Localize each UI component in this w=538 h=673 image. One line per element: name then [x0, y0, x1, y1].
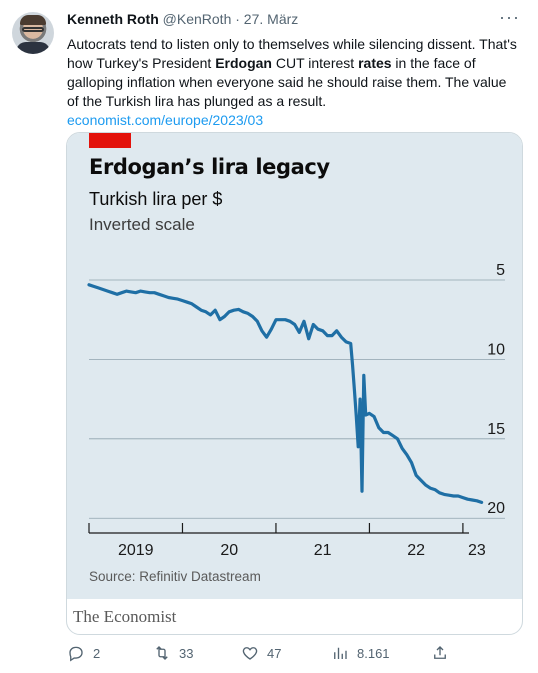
- like-count: 47: [267, 645, 282, 661]
- publisher-name: The Economist: [73, 607, 177, 626]
- retweet-count: 33: [179, 645, 194, 661]
- views-button[interactable]: 8.161: [331, 644, 390, 662]
- tweet-text-bold: Erdogan: [215, 55, 272, 71]
- tweet-date[interactable]: · 27. März: [235, 11, 299, 27]
- chart-area: Erdogan’s lira legacy Turkish lira per $…: [67, 133, 522, 599]
- link-card[interactable]: Erdogan’s lira legacy Turkish lira per $…: [66, 132, 523, 635]
- chart-note: Inverted scale: [89, 215, 195, 234]
- retweet-button[interactable]: 33: [153, 644, 193, 662]
- analytics-icon: [334, 647, 347, 659]
- tweet-text-part: CUT interest: [271, 55, 359, 71]
- more-horizontal-icon[interactable]: ···: [499, 7, 520, 27]
- like-button[interactable]: 47: [241, 644, 281, 662]
- share-button[interactable]: [431, 644, 449, 662]
- tweet-actions: 2 33 47 8.161: [67, 644, 457, 666]
- y-tick-label: 20: [487, 500, 505, 517]
- avatar-glasses: [22, 27, 44, 32]
- x-tick-label: 20: [220, 542, 238, 559]
- tweet-text-part: Autocrats tend to listen only to themsel…: [67, 36, 517, 71]
- x-tick-label: 23: [468, 542, 486, 559]
- tweet-text-part: in the face of galloping inflation when …: [67, 55, 507, 109]
- tweet-link[interactable]: economist.com/europe/2023/03: [67, 112, 264, 128]
- y-tick-label: 10: [487, 341, 505, 358]
- x-tick-label: 2019: [118, 542, 154, 559]
- x-tick-label: 22: [407, 542, 425, 559]
- y-tick-label: 15: [487, 421, 505, 438]
- chart-title: Erdogan’s lira legacy: [89, 155, 330, 179]
- share-icon: [434, 646, 446, 659]
- retweet-icon: [156, 646, 168, 660]
- avatar-hair: [20, 15, 46, 25]
- reply-count: 2: [93, 645, 101, 661]
- author-handle[interactable]: @KenRoth: [162, 11, 232, 27]
- x-tick-label: 21: [314, 542, 332, 559]
- chart-source: Source: Refinitiv Datastream: [89, 569, 261, 584]
- lira-chart: 5 10 15 20 2019 20 21 22 23: [87, 262, 505, 559]
- author-name[interactable]: Kenneth Roth: [67, 11, 159, 27]
- tweet-text-bold: rates: [358, 55, 392, 71]
- reply-button[interactable]: 2: [67, 644, 100, 662]
- economist-red-tag: [89, 133, 131, 148]
- y-tick-label: 5: [496, 262, 505, 279]
- lira-series-line: [87, 283, 484, 504]
- view-count: 8.161: [357, 645, 390, 661]
- chart-subtitle: Turkish lira per $: [89, 189, 223, 209]
- heart-icon: [242, 647, 258, 660]
- avatar-suit: [16, 42, 50, 54]
- author-avatar[interactable]: [12, 12, 54, 54]
- tweet-header: Kenneth Roth @KenRoth · 27. März ···: [67, 7, 528, 31]
- reply-icon: [69, 646, 83, 662]
- tweet-text: Autocrats tend to listen only to themsel…: [67, 35, 522, 149]
